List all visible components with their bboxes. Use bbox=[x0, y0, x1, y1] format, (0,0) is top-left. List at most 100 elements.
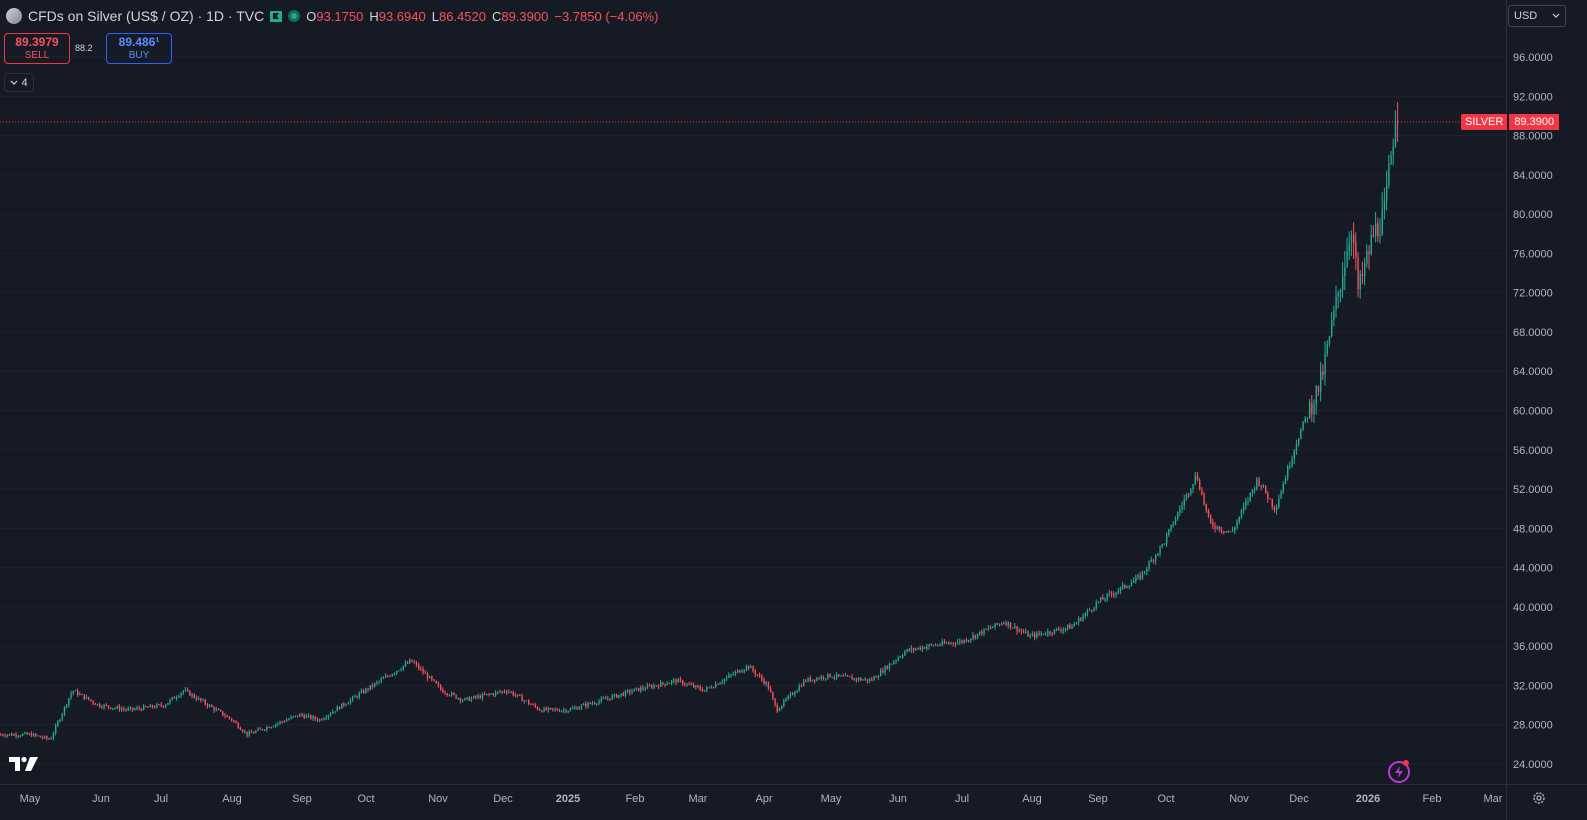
candle-body bbox=[499, 691, 501, 693]
candle-body bbox=[151, 705, 154, 708]
candle-body bbox=[132, 707, 134, 710]
candle-body bbox=[844, 675, 847, 677]
candle-body bbox=[138, 707, 140, 709]
candle-body bbox=[543, 708, 545, 712]
candle-body bbox=[915, 648, 917, 650]
candle-body bbox=[297, 715, 299, 717]
chart-grid bbox=[0, 56, 1505, 765]
candle-body bbox=[415, 663, 418, 665]
candle-body bbox=[664, 683, 666, 685]
candle-body bbox=[561, 710, 563, 712]
candle-body bbox=[1227, 531, 1229, 533]
candle-body bbox=[112, 708, 114, 710]
candle-body bbox=[745, 665, 748, 670]
symbol-icon[interactable] bbox=[6, 8, 22, 24]
candle-body bbox=[1091, 609, 1093, 611]
candle-body bbox=[501, 691, 503, 693]
candle-body bbox=[860, 678, 862, 681]
candle-body bbox=[811, 679, 814, 682]
sell-button[interactable]: 89.3979 SELL bbox=[4, 33, 70, 64]
candle-body bbox=[906, 649, 908, 652]
market-status-icon[interactable] bbox=[288, 10, 301, 22]
candle-body bbox=[534, 704, 536, 707]
candle-body bbox=[1141, 571, 1144, 579]
candle-body bbox=[576, 707, 578, 710]
candle-body bbox=[772, 692, 774, 699]
candle-body bbox=[268, 727, 270, 729]
candle-body bbox=[1148, 561, 1150, 569]
candle-body bbox=[259, 728, 261, 730]
candle-body bbox=[50, 738, 52, 740]
price-tick-label: 92.0000 bbox=[1513, 91, 1553, 103]
candle-body bbox=[1243, 506, 1245, 511]
lightning-icon[interactable] bbox=[1388, 760, 1410, 783]
candle-body bbox=[61, 713, 63, 720]
candle-body bbox=[200, 698, 202, 701]
candle-body bbox=[697, 685, 699, 688]
candle-body bbox=[699, 687, 701, 690]
price-tick-label: 88.0000 bbox=[1513, 131, 1553, 143]
symbol-title[interactable]: CFDs on Silver (US$ / OZ) · 1D · TVC bbox=[28, 8, 265, 24]
flag-icon[interactable] bbox=[270, 10, 283, 22]
candle-body bbox=[1355, 242, 1357, 258]
candle-body bbox=[1150, 559, 1152, 562]
candle-body bbox=[891, 663, 893, 665]
candle-body bbox=[288, 718, 290, 720]
time-tick-label: May bbox=[20, 793, 41, 805]
tradingview-logo[interactable] bbox=[8, 753, 40, 773]
buy-button[interactable]: 89.486¹ BUY bbox=[106, 33, 172, 64]
candle-body bbox=[1287, 466, 1289, 479]
candle-body bbox=[365, 688, 367, 693]
candle-body bbox=[864, 679, 866, 681]
candle-body bbox=[180, 693, 182, 697]
indicators-toggle-button[interactable]: 4 bbox=[4, 73, 34, 92]
candle-body bbox=[512, 691, 514, 696]
time-tick-label: Feb bbox=[626, 793, 645, 805]
candle-body bbox=[547, 707, 550, 711]
candle-body bbox=[63, 706, 66, 714]
time-axis: May Jun Jul Aug Sep Oct Nov Dec 2025 Feb Mar Apr May… bbox=[20, 793, 1503, 805]
candle-body bbox=[486, 693, 488, 695]
candle-body bbox=[466, 697, 468, 699]
candle-body bbox=[85, 696, 88, 699]
candle-body bbox=[618, 694, 620, 698]
time-tick-label: Mar bbox=[689, 793, 708, 805]
candle-body bbox=[1203, 493, 1205, 504]
candle-body bbox=[407, 662, 409, 664]
candle-body bbox=[877, 676, 880, 678]
currency-select[interactable]: USD bbox=[1508, 5, 1566, 27]
candle-body bbox=[228, 716, 231, 719]
candle-body bbox=[184, 689, 187, 691]
candle-body bbox=[580, 705, 583, 708]
candle-body bbox=[479, 695, 481, 699]
candle-body bbox=[1168, 529, 1170, 535]
candle-body bbox=[1223, 531, 1225, 533]
candle-body bbox=[1192, 484, 1194, 490]
candle-body bbox=[987, 627, 990, 630]
candle-body bbox=[1276, 507, 1278, 511]
settings-gear-icon[interactable] bbox=[1532, 791, 1546, 805]
candle-body bbox=[1368, 251, 1370, 255]
candle-body bbox=[866, 679, 869, 682]
candle-body bbox=[734, 671, 737, 675]
candle-body bbox=[1060, 630, 1062, 632]
candle-body bbox=[899, 656, 902, 658]
candle-body bbox=[396, 671, 398, 674]
candle-body bbox=[283, 721, 286, 723]
sell-label: SELL bbox=[24, 50, 50, 61]
candle-body bbox=[943, 641, 946, 644]
candle-body bbox=[66, 704, 68, 707]
candle-body bbox=[1295, 444, 1298, 451]
candle-body bbox=[712, 687, 715, 689]
candle-body bbox=[726, 677, 728, 679]
candle-body bbox=[1201, 489, 1203, 494]
price-tick-label: 48.0000 bbox=[1513, 523, 1553, 535]
candle-body bbox=[1375, 223, 1377, 237]
price-tick-label: 80.0000 bbox=[1513, 209, 1553, 221]
candle-body bbox=[1394, 120, 1397, 147]
candle-body bbox=[1381, 209, 1383, 236]
candle-body bbox=[217, 709, 220, 711]
candle-body bbox=[1003, 622, 1005, 624]
price-tick-label: 32.0000 bbox=[1513, 680, 1553, 692]
